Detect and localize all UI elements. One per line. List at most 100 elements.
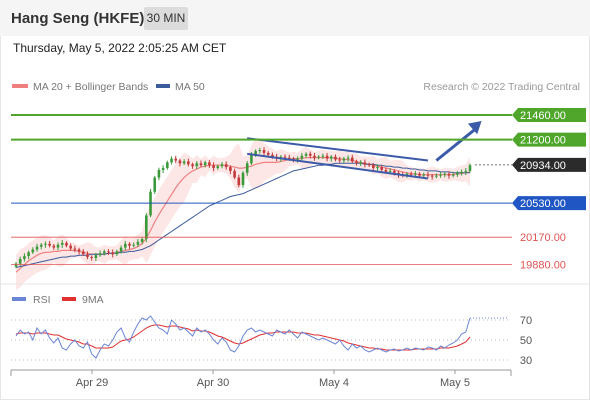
candle-body	[325, 155, 329, 159]
candle-body	[292, 158, 295, 160]
credit-label: Research © 2022 Trading Central	[423, 81, 580, 93]
candle-body	[313, 155, 316, 158]
candle-body	[233, 170, 236, 178]
header-bar: Hang Seng (HKFE) 30 MIN	[0, 0, 590, 36]
x-axis: Apr 29 Apr 30 May 4 May 5	[10, 369, 512, 389]
bollinger-band	[16, 139, 470, 290]
candle-body	[191, 164, 194, 167]
candle-body	[166, 162, 169, 169]
candle-body	[460, 171, 463, 173]
candle-body	[119, 247, 123, 252]
rsi-layer: 70 50 30	[11, 315, 532, 367]
candle-body	[409, 173, 413, 175]
candle-body	[258, 150, 262, 152]
candle-body	[245, 163, 249, 173]
candle-body	[56, 244, 60, 248]
candle-body	[52, 245, 56, 248]
candle-body	[94, 255, 98, 259]
candle-body	[161, 168, 165, 170]
candle-body	[199, 163, 203, 166]
candle-body	[464, 170, 468, 172]
ma50-legend-label: MA 50	[175, 81, 205, 93]
candle-body	[283, 156, 287, 158]
candle-body	[443, 173, 447, 175]
level-tag-3	[512, 196, 586, 211]
level-tag-1	[512, 132, 586, 147]
rsi-ma-line	[15, 324, 471, 351]
candle-body	[338, 159, 341, 161]
candle-body	[250, 154, 253, 164]
rsi-tick-0: 70	[520, 315, 532, 327]
candle-body	[174, 158, 178, 161]
candle-body	[136, 241, 140, 245]
candle-body	[451, 174, 455, 176]
candle-body	[14, 263, 18, 267]
level-label-0: 21460.00	[520, 110, 566, 122]
candle-body	[321, 155, 325, 157]
candle-body	[81, 251, 85, 255]
candle-body	[237, 177, 241, 186]
channel-lower	[247, 152, 429, 180]
candle-body	[18, 258, 22, 264]
rsi-legend-label: RSI	[33, 294, 51, 306]
candle-body	[376, 167, 379, 169]
candle-body	[393, 170, 396, 173]
candle-body	[254, 151, 257, 155]
candle-body	[447, 173, 451, 176]
candle-body	[334, 156, 337, 160]
x-tick-label-1: Apr 30	[197, 377, 229, 389]
rsi-ma-legend-label: 9MA	[82, 294, 104, 306]
candle-body	[140, 239, 144, 242]
candle-body	[60, 242, 64, 245]
candle-body	[157, 169, 161, 178]
candle-body	[153, 177, 157, 192]
timeframe-button[interactable]: 30 MIN	[144, 7, 188, 30]
candle-body	[39, 244, 43, 247]
candle-body	[195, 163, 199, 167]
candle-body	[435, 175, 438, 177]
rsi-line	[15, 315, 471, 359]
candle-body	[123, 243, 127, 248]
candle-body	[414, 173, 417, 175]
candle-body	[296, 158, 299, 160]
candle-body	[27, 252, 30, 257]
candle-body	[170, 158, 173, 163]
candle-body	[35, 246, 39, 250]
candle-body	[65, 242, 68, 246]
candle-body	[300, 155, 304, 159]
candle-body	[367, 164, 371, 166]
rsi-legend-swatch	[12, 297, 26, 301]
candle-body	[342, 158, 346, 161]
candle-body	[308, 153, 312, 156]
candle-body	[208, 162, 211, 166]
level-label-3: 20530.00	[520, 198, 566, 210]
candle-body	[128, 243, 131, 246]
candle-body	[346, 157, 350, 159]
candle-body	[363, 162, 367, 165]
candle-body	[224, 164, 228, 168]
x-tick-label-2: May 4	[319, 377, 349, 389]
candle-body	[178, 160, 182, 164]
candle-body	[203, 162, 207, 166]
candle-body	[31, 249, 35, 253]
ma50-legend-swatch	[156, 84, 170, 88]
candle-body	[73, 248, 77, 250]
candle-body	[77, 249, 81, 252]
candle-body	[229, 167, 232, 171]
candle-body	[468, 165, 472, 171]
candle-body	[329, 156, 333, 159]
candle-body	[418, 173, 421, 176]
candle-body	[86, 254, 89, 258]
candle-body	[98, 253, 102, 256]
ma20-legend-label: MA 20 + Bollinger Bands	[33, 81, 148, 93]
candle-body	[266, 152, 270, 155]
candle-body	[262, 150, 266, 153]
candle-body	[115, 251, 119, 255]
candle-body	[350, 157, 354, 162]
candle-body	[23, 256, 26, 259]
candle-body	[359, 162, 363, 164]
level-label-5: 19880.00	[520, 260, 566, 272]
candle-body	[439, 174, 442, 176]
